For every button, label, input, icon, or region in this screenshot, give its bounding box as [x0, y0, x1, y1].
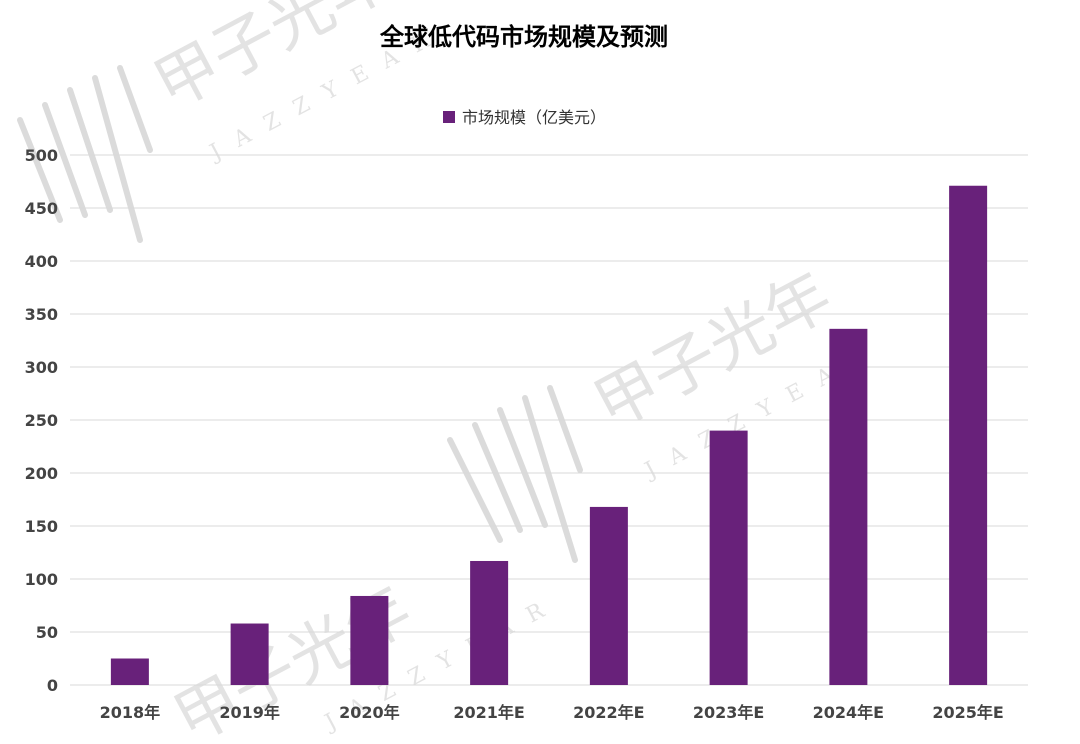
bar	[470, 560, 509, 685]
chart-title: 全球低代码市场规模及预测	[379, 23, 668, 51]
y-tick-label: 50	[36, 623, 58, 642]
bar	[709, 430, 748, 685]
y-tick-label: 300	[25, 358, 58, 377]
legend-label: 市场规模（亿美元）	[462, 108, 606, 127]
watermark-text: 甲子光年	[583, 259, 844, 445]
x-tick-label: 2023年E	[693, 703, 764, 722]
y-tick-label: 200	[25, 464, 58, 483]
x-tick-label: 2021年E	[453, 703, 524, 722]
bar	[829, 328, 868, 685]
x-tick-label: 2018年	[100, 703, 161, 722]
y-tick-label: 450	[25, 199, 58, 218]
watermark-middle: 甲子光年 JAZZYEAR	[447, 259, 884, 563]
bar	[230, 623, 269, 685]
y-axis-ticks: 0 50 100 150 200 250 300 350 400 450 500	[25, 146, 58, 695]
x-tick-label: 2024年E	[813, 703, 884, 722]
bar	[589, 506, 628, 685]
y-tick-label: 100	[25, 570, 58, 589]
x-tick-label: 2019年	[219, 703, 280, 722]
y-tick-label: 350	[25, 305, 58, 324]
x-tick-label: 2020年	[339, 703, 400, 722]
x-tick-label: 2022年E	[573, 703, 644, 722]
bars	[110, 185, 988, 686]
y-tick-label: 400	[25, 252, 58, 271]
x-tick-label: 2025年E	[932, 703, 1003, 722]
legend-swatch	[443, 111, 455, 123]
y-tick-label: 150	[25, 517, 58, 536]
bar	[110, 658, 149, 685]
bar	[350, 595, 389, 685]
y-tick-label: 500	[25, 146, 58, 165]
y-tick-label: 250	[25, 411, 58, 430]
bar	[949, 185, 988, 686]
x-axis-ticks: 2018年 2019年 2020年 2021年E 2022年E 2023年E 2024年E 2…	[100, 703, 1004, 722]
gridlines	[70, 154, 1028, 686]
y-tick-label: 0	[47, 676, 58, 695]
legend: 市场规模（亿美元）	[443, 108, 606, 127]
